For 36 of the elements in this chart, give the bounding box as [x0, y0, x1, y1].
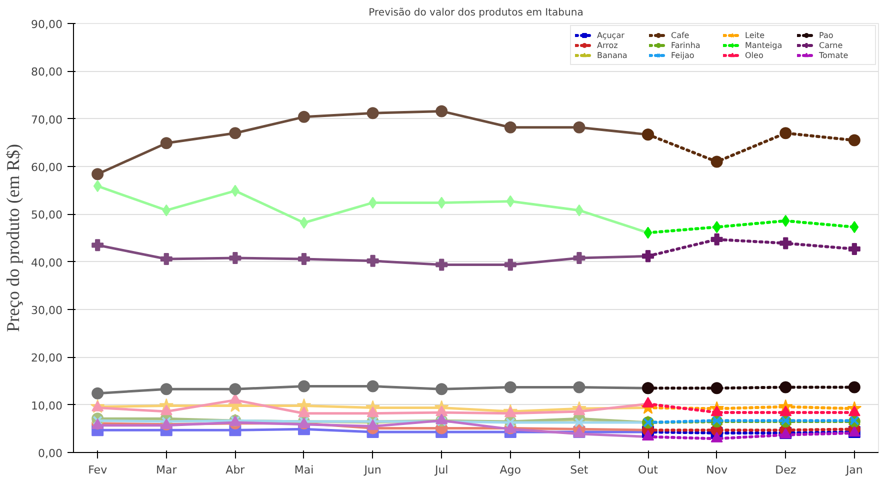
legend-label: Arroz: [597, 40, 619, 50]
x-tick-label: Dez: [775, 464, 796, 476]
legend-label: Tomate: [819, 50, 850, 60]
y-tick-label: 0,00: [38, 447, 63, 460]
x-tick-label: Nov: [706, 464, 728, 476]
y-tick-label: 80,00: [31, 66, 63, 79]
y-tick-label: 50,00: [31, 208, 63, 222]
y-tick-label: 40,00: [31, 256, 63, 270]
legend-label: Oleo: [745, 50, 764, 60]
x-tick-label: Abr: [226, 464, 246, 476]
x-tick-label: Fev: [88, 464, 108, 476]
y-tick-label: 30,00: [31, 304, 63, 317]
legend-label: Carne: [819, 40, 844, 50]
y-tick-label: 90,00: [31, 18, 63, 31]
x-tick-label: Jun: [363, 464, 382, 476]
legend-label: Pao: [819, 30, 834, 40]
x-tick-label: Mar: [156, 464, 178, 476]
x-tick-label: Set: [570, 464, 589, 476]
legend-label: Leite: [745, 30, 766, 40]
x-tick-label: Jul: [434, 464, 448, 476]
legend-label: Feijao: [671, 50, 696, 60]
y-tick-label: 10,00: [31, 399, 63, 412]
legend-label: Banana: [597, 50, 628, 60]
legend-label: Manteiga: [745, 40, 784, 50]
chart-title: Previsão do valor dos produtos em Itabuna: [368, 8, 584, 18]
y-tick-label: 20,00: [31, 352, 63, 365]
legend-label: Açuçar: [597, 30, 626, 40]
y-tick-label: 60,00: [31, 161, 63, 174]
y-axis-title: Preço do produto (em R$): [3, 144, 24, 332]
x-tick-label: Out: [638, 464, 659, 476]
x-tick-label: Jan: [844, 464, 863, 476]
legend-label: Farinha: [671, 40, 702, 50]
x-tick-label: Ago: [500, 464, 522, 476]
y-tick-label: 70,00: [31, 113, 63, 126]
x-tick-label: Mai: [294, 464, 314, 476]
legend-label: Cafe: [671, 30, 690, 40]
